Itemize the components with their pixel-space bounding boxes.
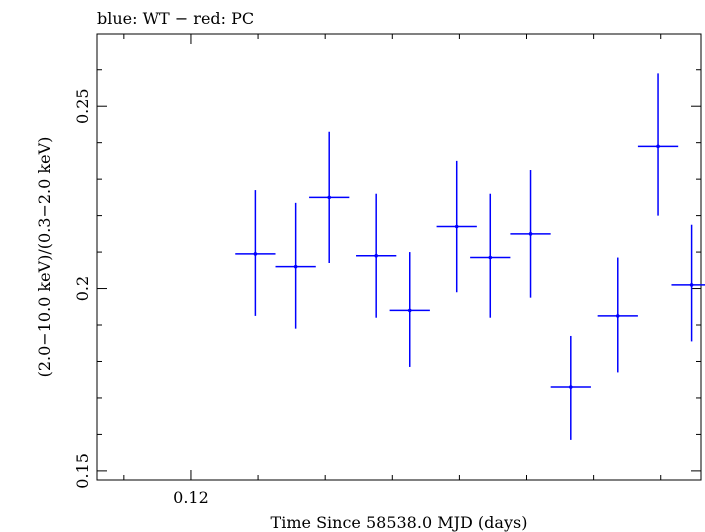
series-wt (235, 73, 705, 440)
data-point (470, 193, 511, 318)
data-point (309, 131, 350, 264)
y-tick-label: 0.2 (73, 276, 92, 301)
point-marker (569, 385, 573, 389)
data-point (356, 193, 397, 318)
plot-frame (96, 33, 702, 481)
chart-title: blue: WT − red: PC (97, 9, 254, 28)
point-marker (656, 144, 660, 149)
data-point (235, 190, 276, 316)
data-point (671, 224, 705, 342)
point-marker (374, 253, 378, 258)
point-marker (407, 308, 412, 313)
point-marker (327, 195, 332, 200)
point-marker (454, 224, 459, 229)
data-point (550, 335, 591, 440)
data-point (275, 202, 316, 329)
data-point (510, 170, 551, 298)
point-marker (689, 283, 694, 287)
data-point (389, 252, 430, 367)
data-point (637, 73, 679, 216)
y-tick-label: 0.25 (73, 88, 92, 124)
x-tick-label: 0.12 (173, 488, 209, 507)
data-point (597, 257, 638, 373)
point-marker (253, 252, 258, 256)
y-tick-label: 0.15 (73, 453, 92, 489)
data-series-layer (235, 73, 705, 440)
point-marker (615, 314, 620, 318)
point-marker (528, 232, 533, 236)
y-axis-label: (2.0−10.0 keV)/(0.3−2.0 keV) (35, 137, 54, 378)
point-marker (293, 264, 298, 269)
data-point (436, 160, 477, 293)
point-marker (488, 255, 493, 260)
x-axis-label: Time Since 58538.0 MJD (days) (271, 513, 528, 532)
axes: 0.120.1250.130.150.20.25 (73, 34, 701, 507)
